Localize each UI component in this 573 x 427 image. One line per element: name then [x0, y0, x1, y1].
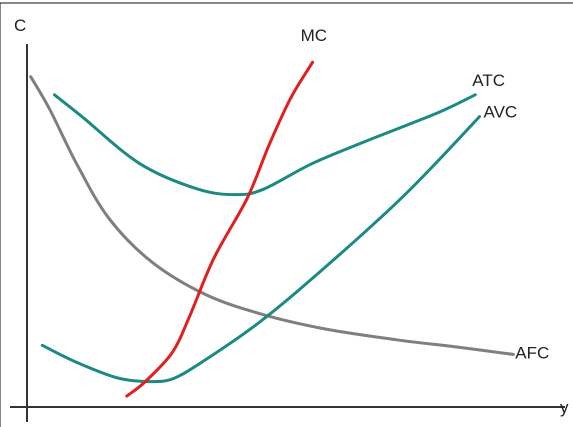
atc-curve [53, 93, 477, 197]
afc-curve [29, 75, 515, 356]
x-axis-label: y [560, 398, 569, 417]
curves-group [29, 60, 515, 398]
afc-label: AFC [515, 343, 549, 362]
mc-label: MC [301, 26, 327, 45]
avc-curve [40, 115, 481, 384]
avc-label: AVC [484, 103, 518, 122]
curve-labels-group: AFC AVC ATC MC [301, 26, 550, 362]
y-axis-label: C [14, 16, 26, 35]
mc-curve [125, 60, 315, 398]
atc-label: ATC [472, 71, 505, 90]
